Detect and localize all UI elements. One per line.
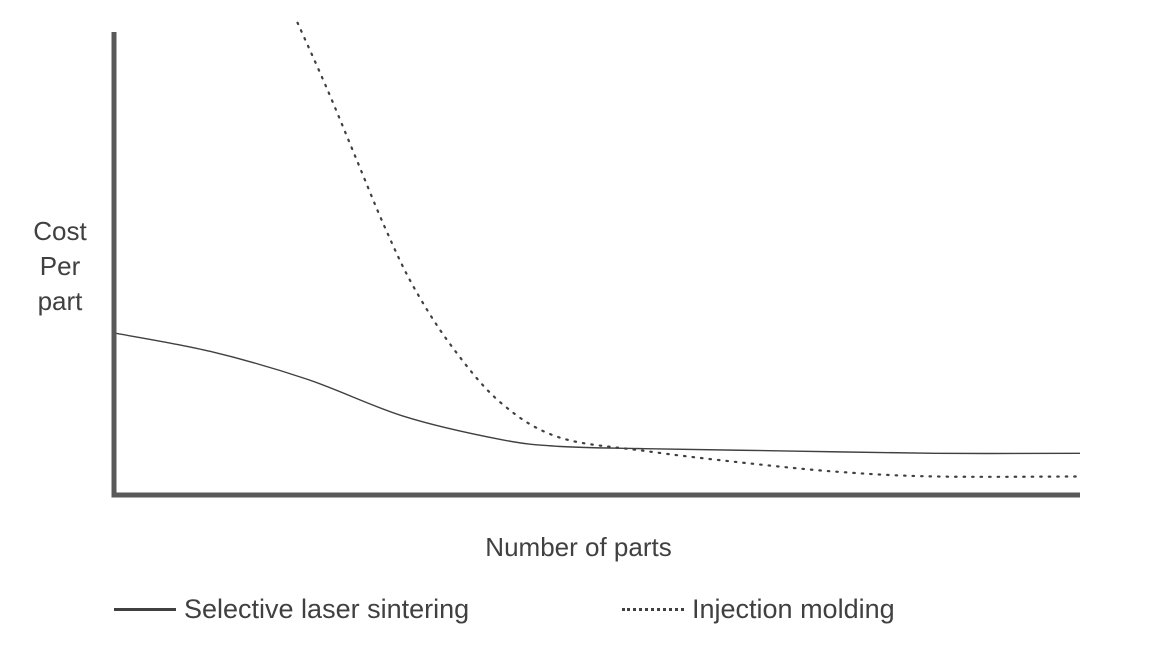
legend-item-injection: Injection molding [622, 594, 895, 625]
y-axis-label-line-1: Cost [33, 216, 87, 246]
x-axis-label: Number of parts [485, 532, 672, 562]
legend-swatch-solid [114, 608, 176, 611]
legend-item-sls: Selective laser sintering [114, 594, 469, 625]
y-axis-label-line-2: Per [39, 251, 81, 281]
series-line-selective-laser-sintering [114, 332, 1081, 455]
series-line-injection-molding [296, 21, 1082, 478]
y-axis-label: Cost Per part [20, 214, 100, 319]
legend-label-injection: Injection molding [692, 594, 895, 624]
legend-swatch-dotted [622, 608, 684, 611]
legend-label-sls: Selective laser sintering [184, 594, 470, 624]
y-axis-label-line-3: part [37, 286, 83, 316]
